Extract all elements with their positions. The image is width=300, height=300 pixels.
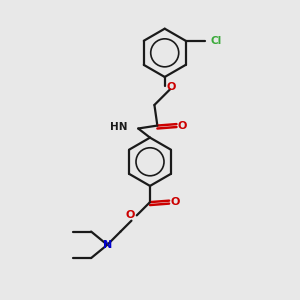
Text: O: O <box>178 121 187 130</box>
Text: O: O <box>126 210 135 220</box>
Text: HN: HN <box>110 122 128 132</box>
Text: Cl: Cl <box>210 36 221 46</box>
Text: O: O <box>167 82 176 92</box>
Text: N: N <box>103 240 112 250</box>
Text: O: O <box>170 197 180 207</box>
